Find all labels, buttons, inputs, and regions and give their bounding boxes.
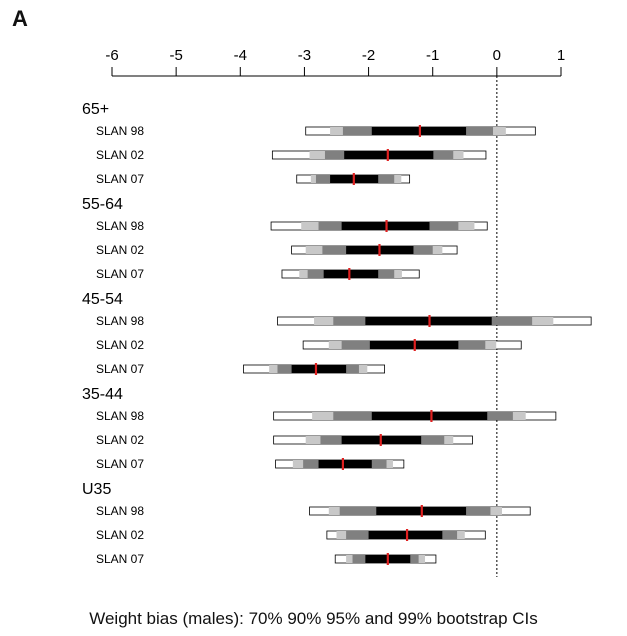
row-label: SLAN 07 — [96, 457, 144, 471]
x-axis: -6 -5 -4 -3 -2 -1 0 1 — [105, 47, 565, 77]
interval-row: SLAN 07 — [96, 362, 386, 376]
interval-rows: 65+ SLAN 98 SLAN 02 SLAN 07 55-64 SLAN 98 SLAN… — [82, 101, 592, 566]
row-label: SLAN 07 — [96, 362, 144, 376]
x-tick-label: -2 — [362, 47, 375, 64]
group-2: 55-64 SLAN 98 SLAN 02 SLAN 07 — [82, 196, 488, 281]
interval-row: SLAN 02 — [96, 528, 486, 542]
group-5: U35 SLAN 98 SLAN 02 SLAN 07 — [82, 481, 531, 566]
row-label: SLAN 98 — [96, 504, 144, 518]
row-label: SLAN 98 — [96, 219, 144, 233]
ci70-bar — [323, 270, 379, 278]
group-label: 55-64 — [82, 196, 123, 213]
group-label: 35-44 — [82, 386, 123, 403]
ci70-bar — [291, 365, 347, 373]
figure-caption: Weight bias (males): 70% 90% 95% and 99%… — [89, 609, 538, 628]
interval-row: SLAN 07 — [96, 457, 405, 471]
interval-row: SLAN 98 — [96, 314, 592, 328]
row-label: SLAN 02 — [96, 243, 144, 257]
x-tick-label: 0 — [493, 47, 501, 64]
row-label: SLAN 98 — [96, 124, 144, 138]
row-label: SLAN 02 — [96, 148, 144, 162]
x-tick-label: -1 — [426, 47, 439, 64]
x-tick-label: -6 — [105, 47, 118, 64]
row-label: SLAN 98 — [96, 314, 144, 328]
row-label: SLAN 02 — [96, 433, 144, 447]
ci70-bar — [371, 412, 488, 420]
interval-row: SLAN 02 — [96, 243, 458, 257]
row-label: SLAN 07 — [96, 172, 144, 186]
row-label: SLAN 07 — [96, 267, 144, 281]
group-label: 45-54 — [82, 291, 123, 308]
row-label: SLAN 02 — [96, 528, 144, 542]
interval-row: SLAN 02 — [96, 148, 487, 162]
interval-row: SLAN 07 — [96, 552, 437, 566]
x-tick-label: -3 — [298, 47, 311, 64]
interval-row: SLAN 02 — [96, 433, 473, 447]
x-tick-label: -5 — [169, 47, 182, 64]
interval-row: SLAN 07 — [96, 267, 420, 281]
interval-row: SLAN 98 — [96, 409, 557, 423]
panel-label: A — [12, 6, 28, 31]
interval-row: SLAN 02 — [96, 338, 522, 352]
x-tick-label: -4 — [234, 47, 247, 64]
group-3: 45-54 SLAN 98 SLAN 02 SLAN 07 — [82, 291, 592, 376]
group-1: 65+ SLAN 98 SLAN 02 SLAN 07 — [82, 101, 536, 186]
ci70-bar — [368, 531, 443, 539]
group-4: 35-44 SLAN 98 SLAN 02 SLAN 07 — [82, 386, 557, 471]
interval-row: SLAN 98 — [96, 124, 536, 138]
interval-row: SLAN 98 — [96, 504, 531, 518]
row-label: SLAN 98 — [96, 409, 144, 423]
group-label: U35 — [82, 481, 111, 498]
x-tick-label: 1 — [557, 47, 565, 64]
row-label: SLAN 02 — [96, 338, 144, 352]
interval-row: SLAN 07 — [96, 172, 411, 186]
group-label: 65+ — [82, 101, 109, 118]
row-label: SLAN 07 — [96, 552, 144, 566]
ci70-bar — [318, 460, 372, 468]
interval-row: SLAN 98 — [96, 219, 488, 233]
